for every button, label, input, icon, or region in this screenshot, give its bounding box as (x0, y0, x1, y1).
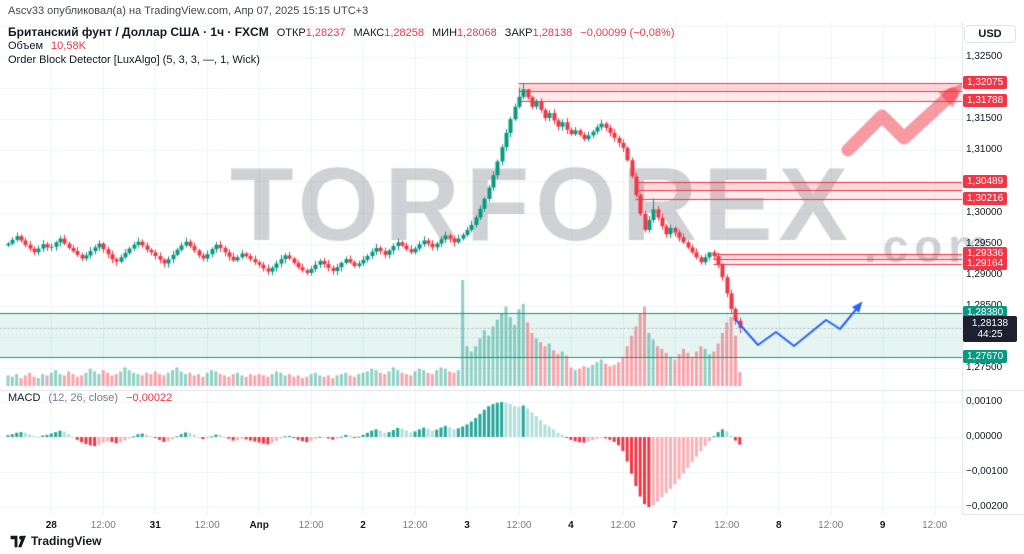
attribution-text: Ascv33 опубликовал(а) на TradingView.com… (8, 5, 369, 17)
attribution-bar: Ascv33 опубликовал(а) на TradingView.com… (0, 0, 1024, 22)
high-label: МАКС (353, 27, 385, 39)
tradingview-logo-icon (10, 535, 26, 547)
low-value-pair: МИН 1,28068 (432, 27, 497, 39)
macd-value: −0,00022 (126, 392, 173, 404)
open-value-pair: ОТКР 1,28237 (277, 27, 346, 39)
price-axis-label: 1,27500 (966, 362, 1003, 373)
time-axis-hour-label: 12:00 (714, 520, 740, 531)
time-axis-hour-label: 12:00 (402, 520, 428, 531)
change-value: −0,00099 (−0,08%) (580, 27, 675, 39)
price-level-badge-red: 1,32075 (963, 76, 1008, 90)
close-value: 1,28138 (532, 27, 573, 39)
time-axis-hour-label: 12:00 (90, 520, 116, 531)
macd-params: (12, 26, close) (48, 392, 119, 404)
volume-legend[interactable]: Объем 10,58K (8, 40, 86, 52)
currency-badge[interactable]: USD (964, 25, 1016, 43)
open-value: 1,28237 (305, 27, 346, 39)
symbol-legend[interactable]: Британский фунт / Доллар США · 1ч · FXCM… (8, 25, 674, 39)
price-level-badge-green: 1,27670 (963, 350, 1008, 364)
open-label: ОТКР (276, 27, 306, 39)
last-price-badge: 1,28138 44:25 (963, 316, 1017, 343)
price-level-badge-red: 1,30216 (963, 192, 1008, 206)
time-axis-hour-label: 12:00 (922, 520, 948, 531)
price-axis-label: 1,32500 (966, 51, 1003, 62)
time-axis-day-label: 8 (775, 520, 782, 531)
time-axis-hour-label: 12:00 (818, 520, 844, 531)
tradingview-logo-text: TradingView (31, 534, 102, 548)
last-price-value: 1,28138 (971, 318, 1009, 330)
time-axis-day-label: 7 (672, 520, 678, 531)
price-axis[interactable]: 1,32500 1,31500 1,31000 1,30000 1,29500 1,290… (962, 22, 1024, 514)
price-axis-label: 1,29500 (966, 237, 1003, 249)
price-level-badge-green: 1,28380 (963, 306, 1008, 320)
high-value: 1,28258 (384, 27, 425, 39)
low-label: МИН (432, 27, 458, 39)
price-level-badge-red: 1,29336 (963, 246, 1008, 260)
symbol-title: Британский фунт / Доллар США · 1ч · FXCM (8, 25, 269, 39)
high-value-pair: МАКС 1,28258 (354, 27, 425, 39)
volume-label: Объем (8, 40, 44, 52)
time-axis-day-label: 2 (360, 520, 366, 531)
bar-countdown: 44:25 (977, 329, 1003, 341)
price-level-badge-red: 1,30489 (963, 175, 1008, 189)
macd-axis-label: −0,00100 (966, 466, 1008, 477)
price-axis-label: 1,30000 (966, 206, 1003, 218)
time-axis-day-label: 31 (149, 520, 161, 531)
time-axis-hour-label: 12:00 (506, 520, 532, 531)
indicator-title: Order Block Detector [LuxAlgo] (5, 3, 3,… (8, 54, 260, 66)
time-axis-day-label: Апр (249, 520, 269, 531)
time-axis[interactable]: 28 12:00 31 12:00 Апр 12:00 2 12:00 3 12:00 4 12:00… (0, 514, 962, 542)
volume-value: 10,58K (51, 40, 86, 52)
time-axis-day-label: 9 (879, 520, 886, 531)
close-value-pair: ЗАКР 1,28138 (505, 27, 573, 39)
low-value: 1,28068 (457, 27, 497, 39)
price-level-badge-red: 1,29164 (963, 257, 1008, 271)
macd-axis-label: 0,00000 (966, 431, 1003, 442)
tradingview-logo[interactable]: TradingView (10, 534, 101, 548)
time-axis-hour-label: 12:00 (194, 520, 220, 531)
time-axis-day-label: 28 (45, 520, 57, 531)
time-axis-hour-label: 12:00 (610, 520, 636, 531)
price-level-badge-red: 1,31788 (963, 94, 1008, 108)
macd-axis-label: −0,00200 (966, 501, 1008, 512)
price-axis-label: 1,29000 (966, 268, 1003, 280)
macd-legend[interactable]: MACD (12, 26, close) −0,00022 (8, 392, 172, 404)
time-axis-day-label: 4 (568, 520, 574, 531)
price-axis-label: 1,31500 (966, 113, 1003, 125)
time-axis-day-label: 3 (464, 520, 470, 531)
time-axis-hour-label: 12:00 (298, 520, 324, 531)
macd-axis-label: 0,00100 (966, 396, 1003, 407)
price-axis-label: 1,28500 (966, 300, 1002, 312)
macd-title: MACD (8, 392, 41, 404)
price-axis-label: 1,31000 (966, 144, 1003, 156)
close-label: ЗАКР (504, 27, 533, 39)
indicator-legend[interactable]: Order Block Detector [LuxAlgo] (5, 3, 3,… (8, 54, 260, 66)
